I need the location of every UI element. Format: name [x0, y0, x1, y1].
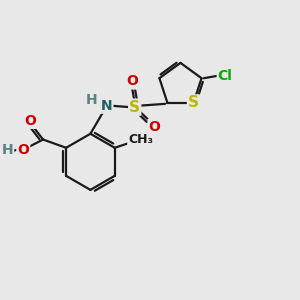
Text: S: S — [188, 95, 199, 110]
Text: O: O — [17, 143, 29, 158]
Text: S: S — [129, 100, 140, 115]
Text: O: O — [148, 120, 160, 134]
Text: H: H — [2, 143, 13, 158]
Text: H: H — [85, 93, 97, 107]
Text: N: N — [101, 99, 112, 113]
Text: O: O — [24, 114, 36, 128]
Text: Cl: Cl — [218, 69, 232, 83]
Text: CH₃: CH₃ — [128, 133, 153, 146]
Text: O: O — [126, 74, 138, 88]
